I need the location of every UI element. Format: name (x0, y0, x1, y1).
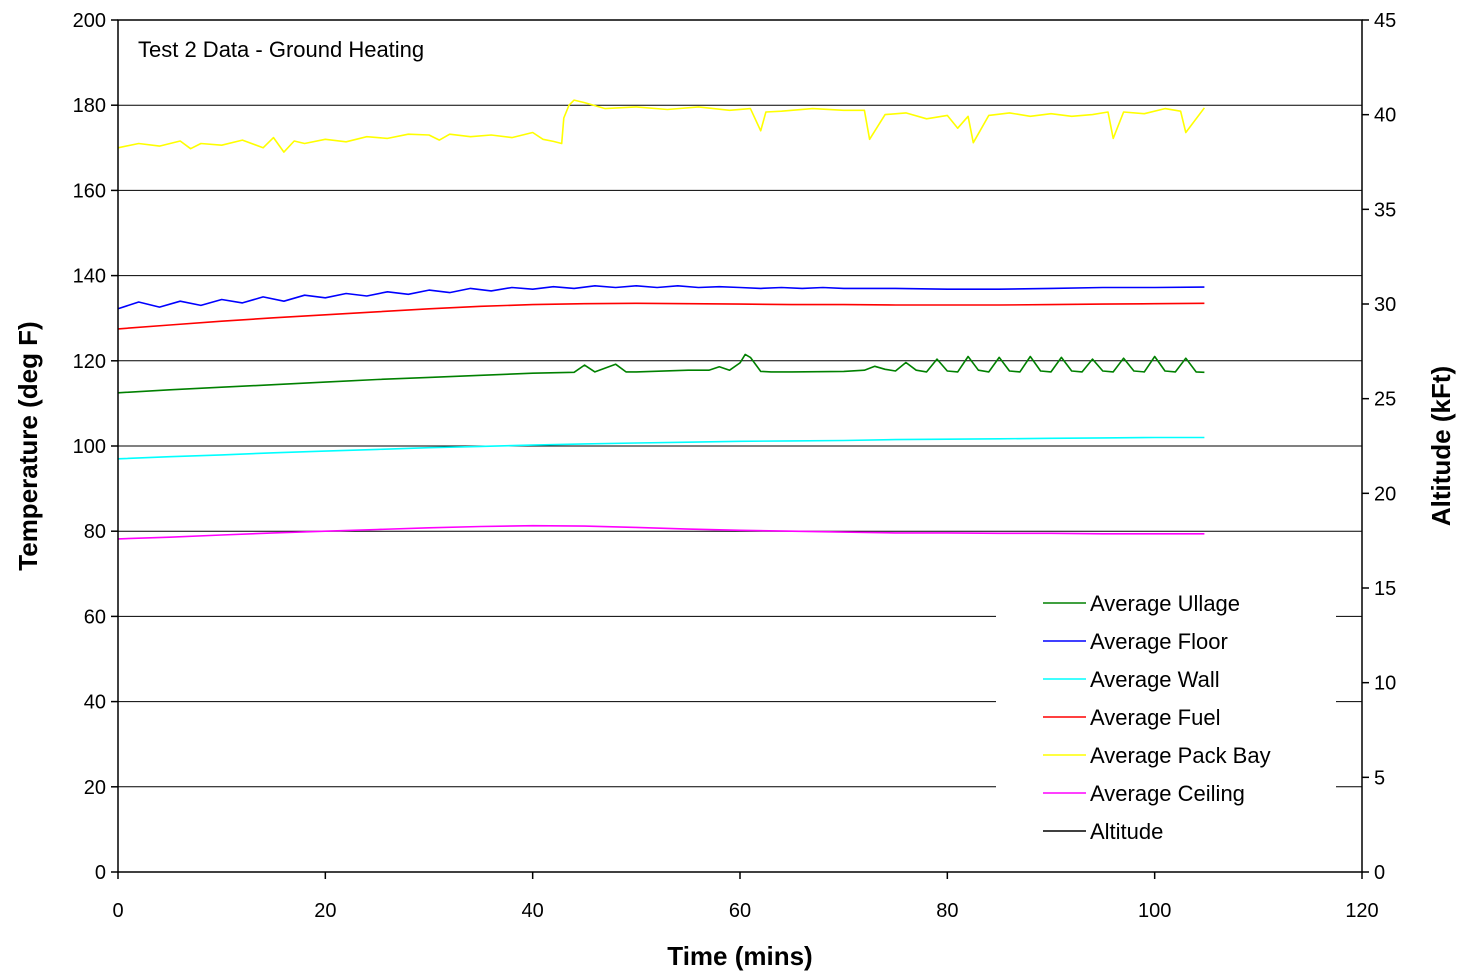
y2-tick-label: 20 (1374, 483, 1396, 505)
chart-annotation: Test 2 Data - Ground Heating (138, 37, 424, 62)
y2-tick-label: 10 (1374, 673, 1396, 695)
y-tick-label: 0 (95, 862, 106, 884)
series-line-average-fuel (117, 302, 1205, 330)
x-tick-label: 60 (729, 900, 751, 922)
series-line-average-floor (117, 284, 1205, 310)
legend-label: Average Pack Bay (1090, 743, 1271, 768)
x-tick-label: 40 (522, 900, 544, 922)
x-tick-label: 0 (112, 900, 123, 922)
y-tick-label: 60 (84, 606, 106, 628)
x-tick-label: 80 (936, 900, 958, 922)
y-tick-label: 100 (73, 436, 106, 458)
y2-tick-label: 30 (1374, 294, 1396, 316)
y-tick-label: 120 (73, 351, 106, 373)
y-tick-label: 80 (84, 521, 106, 543)
series-line-average-pack-bay (117, 99, 1206, 153)
series-line-average-ceiling (117, 524, 1205, 540)
y2-tick-label: 45 (1374, 10, 1396, 32)
legend-label: Average Ullage (1090, 591, 1240, 616)
x-axis-ticks: 0 20 40 60 80 100 120 (112, 872, 1379, 922)
y-axis-label: Temperature (deg F) (13, 321, 43, 570)
series-line-average-wall (117, 436, 1205, 460)
y2-axis-ticks: 0 5 10 15 20 25 30 35 40 45 (1362, 10, 1396, 884)
y2-tick-label: 5 (1374, 767, 1385, 789)
series-line-average-ullage (117, 353, 1205, 394)
y2-tick-label: 40 (1374, 105, 1396, 127)
series-group (117, 99, 1206, 540)
y2-tick-label: 15 (1374, 578, 1396, 600)
x-axis-label: Time (mins) (667, 941, 812, 971)
legend-label: Average Ceiling (1090, 781, 1245, 806)
legend: Average Ullage Average Floor Average Wall A… (1043, 591, 1271, 844)
legend-label: Average Wall (1090, 667, 1220, 692)
legend-box (996, 577, 1336, 851)
legend-label: Average Fuel (1090, 705, 1220, 730)
y2-tick-label: 0 (1374, 862, 1385, 884)
y2-tick-label: 35 (1374, 199, 1396, 221)
y-tick-label: 200 (73, 10, 106, 32)
x-tick-label: 20 (314, 900, 336, 922)
y-tick-label: 180 (73, 95, 106, 117)
x-tick-label: 120 (1345, 900, 1378, 922)
y-tick-label: 40 (84, 692, 106, 714)
legend-label: Altitude (1090, 819, 1163, 844)
y-tick-label: 160 (73, 180, 106, 202)
y-tick-label: 20 (84, 777, 106, 799)
y-tick-label: 140 (73, 266, 106, 288)
legend-label: Average Floor (1090, 629, 1228, 654)
y2-axis-label: Altitude (kFt) (1426, 366, 1456, 526)
y-axis-ticks: 0 20 40 60 80 100 120 140 160 180 200 (73, 10, 118, 884)
x-tick-label: 100 (1138, 900, 1171, 922)
y2-tick-label: 25 (1374, 389, 1396, 411)
